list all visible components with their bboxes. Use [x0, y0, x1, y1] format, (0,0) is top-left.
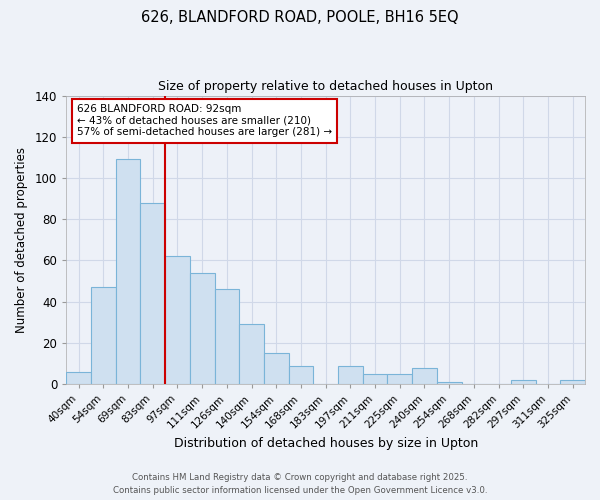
Y-axis label: Number of detached properties: Number of detached properties — [15, 147, 28, 333]
Bar — [165, 256, 190, 384]
Bar — [239, 324, 264, 384]
Bar — [437, 382, 461, 384]
Title: Size of property relative to detached houses in Upton: Size of property relative to detached ho… — [158, 80, 493, 93]
Bar — [215, 290, 239, 384]
Text: Contains HM Land Registry data © Crown copyright and database right 2025.
Contai: Contains HM Land Registry data © Crown c… — [113, 474, 487, 495]
Bar — [560, 380, 585, 384]
Bar — [190, 273, 215, 384]
X-axis label: Distribution of detached houses by size in Upton: Distribution of detached houses by size … — [173, 437, 478, 450]
Bar — [91, 288, 116, 384]
Text: 626 BLANDFORD ROAD: 92sqm
← 43% of detached houses are smaller (210)
57% of semi: 626 BLANDFORD ROAD: 92sqm ← 43% of detac… — [77, 104, 332, 138]
Bar — [511, 380, 536, 384]
Bar — [388, 374, 412, 384]
Bar — [264, 353, 289, 384]
Bar — [140, 203, 165, 384]
Bar — [412, 368, 437, 384]
Bar — [338, 366, 363, 384]
Text: 626, BLANDFORD ROAD, POOLE, BH16 5EQ: 626, BLANDFORD ROAD, POOLE, BH16 5EQ — [141, 10, 459, 25]
Bar — [67, 372, 91, 384]
Bar — [289, 366, 313, 384]
Bar — [363, 374, 388, 384]
Bar — [116, 160, 140, 384]
